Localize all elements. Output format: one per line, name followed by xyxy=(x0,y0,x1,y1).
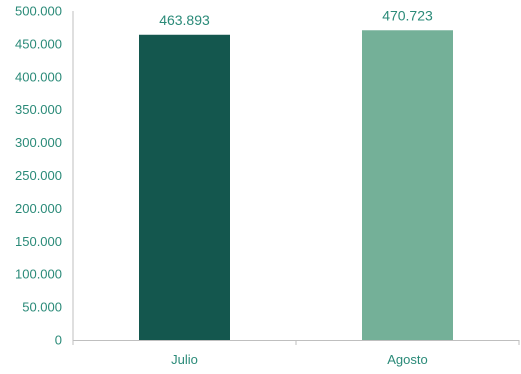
y-tick-label: 450.000 xyxy=(15,36,62,51)
bar-julio xyxy=(139,34,230,340)
x-tick-label-julio: Julio xyxy=(171,352,198,367)
y-tick-label: 350.000 xyxy=(15,102,62,117)
y-tick-label: 400.000 xyxy=(15,69,62,84)
y-tick-labels: 0 50.000 100.000 150.000 200.000 250.000 300.0… xyxy=(15,4,62,348)
y-tick-label: 500.000 xyxy=(15,4,62,19)
y-tick-label: 100.000 xyxy=(15,267,62,282)
x-tick-label-agosto: Agosto xyxy=(387,352,427,367)
y-tick-label: 50.000 xyxy=(22,300,62,315)
y-tick-label: 300.000 xyxy=(15,135,62,150)
data-labels: 463.893 470.723 xyxy=(159,7,433,27)
x-tick-labels: Julio Agosto xyxy=(171,352,428,367)
x-tick-marks xyxy=(72,340,520,345)
data-label-julio: 463.893 xyxy=(159,12,210,28)
y-tick-label: 150.000 xyxy=(15,234,62,249)
y-tick-label: 250.000 xyxy=(15,168,62,183)
y-tick-label: 0 xyxy=(55,333,62,348)
bar-agosto xyxy=(362,30,453,341)
bars xyxy=(139,30,453,341)
data-label-agosto: 470.723 xyxy=(382,7,433,23)
y-tick-label: 200.000 xyxy=(15,201,62,216)
